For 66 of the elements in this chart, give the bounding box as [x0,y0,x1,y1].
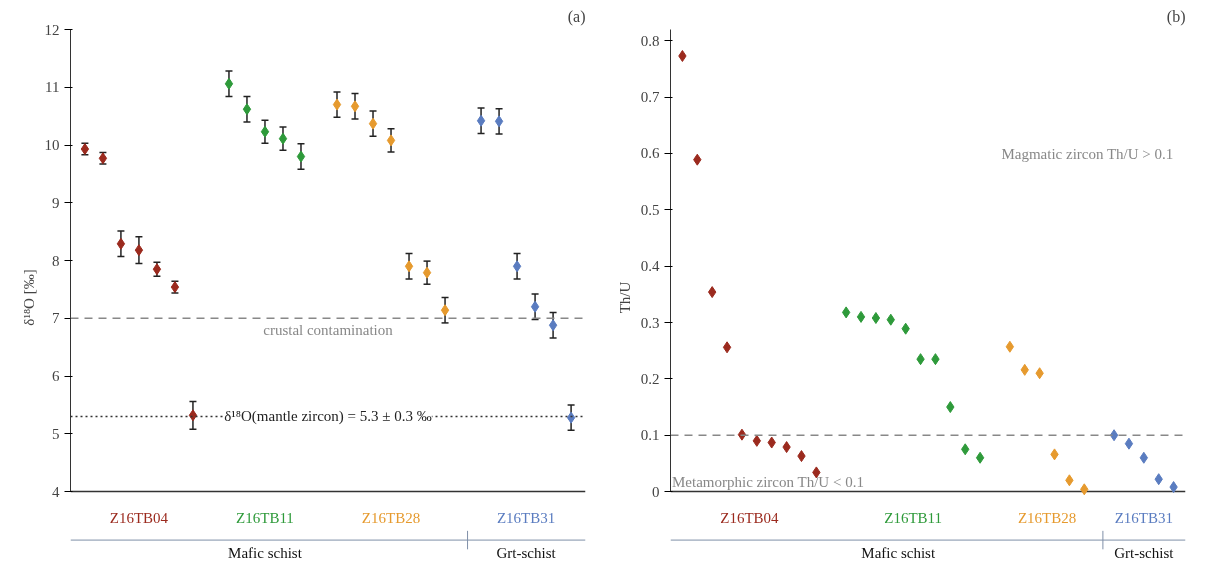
y-axis-title: Th/U [616,281,633,314]
point [350,100,360,113]
y-tick-label: 0.2 [640,370,660,387]
annotation: Metamorphic zircon Th/U < 0.1 [671,474,864,491]
point [260,125,270,138]
point [188,409,198,422]
point [224,77,234,90]
point [548,319,558,332]
text: Z16TB04 [109,510,169,527]
series-label: Z16TB28 [1017,510,1077,527]
point [530,300,540,313]
ref-line-label: δ¹⁸O(mantle zircon) = 5.3 ± 0.3 ‰ [224,408,432,426]
text: Z16TB04 [720,510,780,527]
y-tick-label: 6 [52,368,60,385]
y-tick-label: 0.7 [640,89,660,106]
y-tick-label: 0.4 [640,258,660,275]
y-tick-label: 0 [652,483,660,500]
point [134,244,144,257]
text: Z16TB11 [884,510,943,527]
ref-line-label: crustal contamination [263,322,394,339]
text: Grt-schist [496,544,557,561]
point [512,260,522,273]
text: Z16TB28 [361,510,421,527]
y-axis-title: δ¹⁸O [‰] [20,269,37,326]
text: Z16TB11 [236,510,294,527]
text: Mafic schist [228,544,303,561]
y-tick-label: 5 [52,425,60,442]
text: Z16TB31 [496,510,556,527]
series-label: Z16TB31 [1114,510,1173,527]
point [476,114,486,127]
y-tick-label: 0.3 [640,314,660,331]
point [871,312,881,325]
point [1005,340,1015,353]
point [278,132,288,145]
y-tick-label: 0.1 [640,427,660,444]
point [116,237,126,250]
point [975,451,985,464]
point [1124,437,1134,450]
y-tick-label: 4 [52,483,60,500]
point [841,306,851,319]
y-tick-label: 8 [52,252,60,269]
point [332,98,342,111]
y-tick-label: 0.5 [640,201,660,218]
point [494,115,504,128]
text: Grt-schist [1114,544,1175,561]
chart-title: (b) [1166,7,1186,26]
y-tick-label: 0.8 [640,32,660,49]
point [422,266,432,279]
point [722,341,732,354]
y-tick-label: 9 [52,194,60,211]
point [404,260,414,273]
point [386,134,396,147]
point [368,117,378,130]
chart-title: (a) [567,7,586,26]
point [440,304,450,317]
point [296,150,306,163]
annotation: Magmatic zircon Th/U > 0.1 [1001,146,1174,163]
y-tick-label: 7 [52,310,60,327]
point [242,103,252,116]
point [856,310,866,323]
y-tick-label: 10 [44,137,60,154]
y-tick-label: 11 [45,79,60,96]
point [566,411,576,424]
text: Mafic schist [861,544,936,561]
y-tick-label: 12 [44,21,60,38]
y-tick-label: 0.6 [640,145,660,162]
